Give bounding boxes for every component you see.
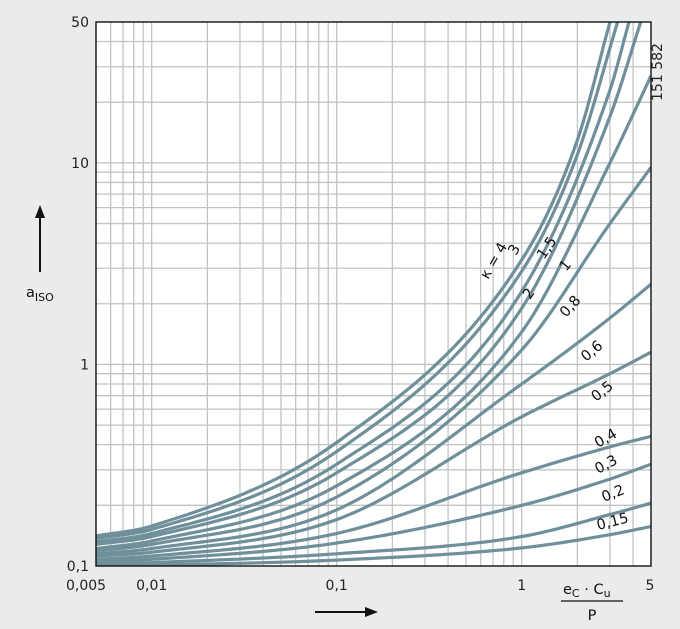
y-label-sub: ISO: [35, 291, 54, 304]
curve-line: [96, 22, 631, 544]
y-tick-label: 10: [71, 156, 89, 172]
curve-line: [96, 22, 620, 540]
x-tick-label: 1: [517, 578, 526, 594]
curve-line: [96, 166, 651, 553]
curve-line: [96, 22, 643, 546]
curve-line: [96, 282, 651, 556]
svg-text:eC · Cu: eC · Cu: [563, 582, 611, 600]
tick-labels: 0,005 0,01 0,1 1 5 0,1 1 10 50: [66, 15, 654, 594]
plot-area: [96, 22, 651, 566]
plot-frame: [95, 21, 652, 567]
x-axis-label: eC · Cu P: [315, 582, 623, 624]
y-tick-label: 1: [80, 357, 89, 373]
curve-line: [96, 75, 651, 551]
y-tick-label: 0,1: [67, 559, 89, 575]
x-label-b: C: [593, 582, 603, 598]
y-tick-label: 50: [71, 15, 89, 31]
curves: [96, 22, 651, 566]
x-label-dot: ·: [580, 582, 594, 598]
figure-id: 151 582: [650, 43, 666, 101]
curve-line: [96, 462, 651, 564]
x-label-a-sub: C: [572, 587, 580, 600]
curve-line: [96, 350, 651, 558]
y-axis-label: aISO: [26, 205, 54, 304]
x-axis-arrowhead: [365, 607, 378, 617]
y-label-main: a: [26, 285, 35, 301]
curve-line: [96, 22, 612, 538]
curve-label: 0,15: [595, 511, 630, 534]
x-tick-label: 5: [646, 578, 655, 594]
curve-line: [96, 501, 651, 566]
x-tick-label: 0,1: [326, 578, 348, 594]
curve-line: [96, 434, 651, 561]
x-label-a: e: [563, 582, 572, 598]
svg-text:aISO: aISO: [26, 285, 54, 304]
y-axis-arrowhead: [35, 205, 45, 218]
x-tick-label: 0,01: [136, 578, 167, 594]
x-label-b-sub: u: [604, 587, 611, 600]
x-label-denominator: P: [588, 608, 597, 624]
x-tick-label: 0,005: [66, 578, 106, 594]
